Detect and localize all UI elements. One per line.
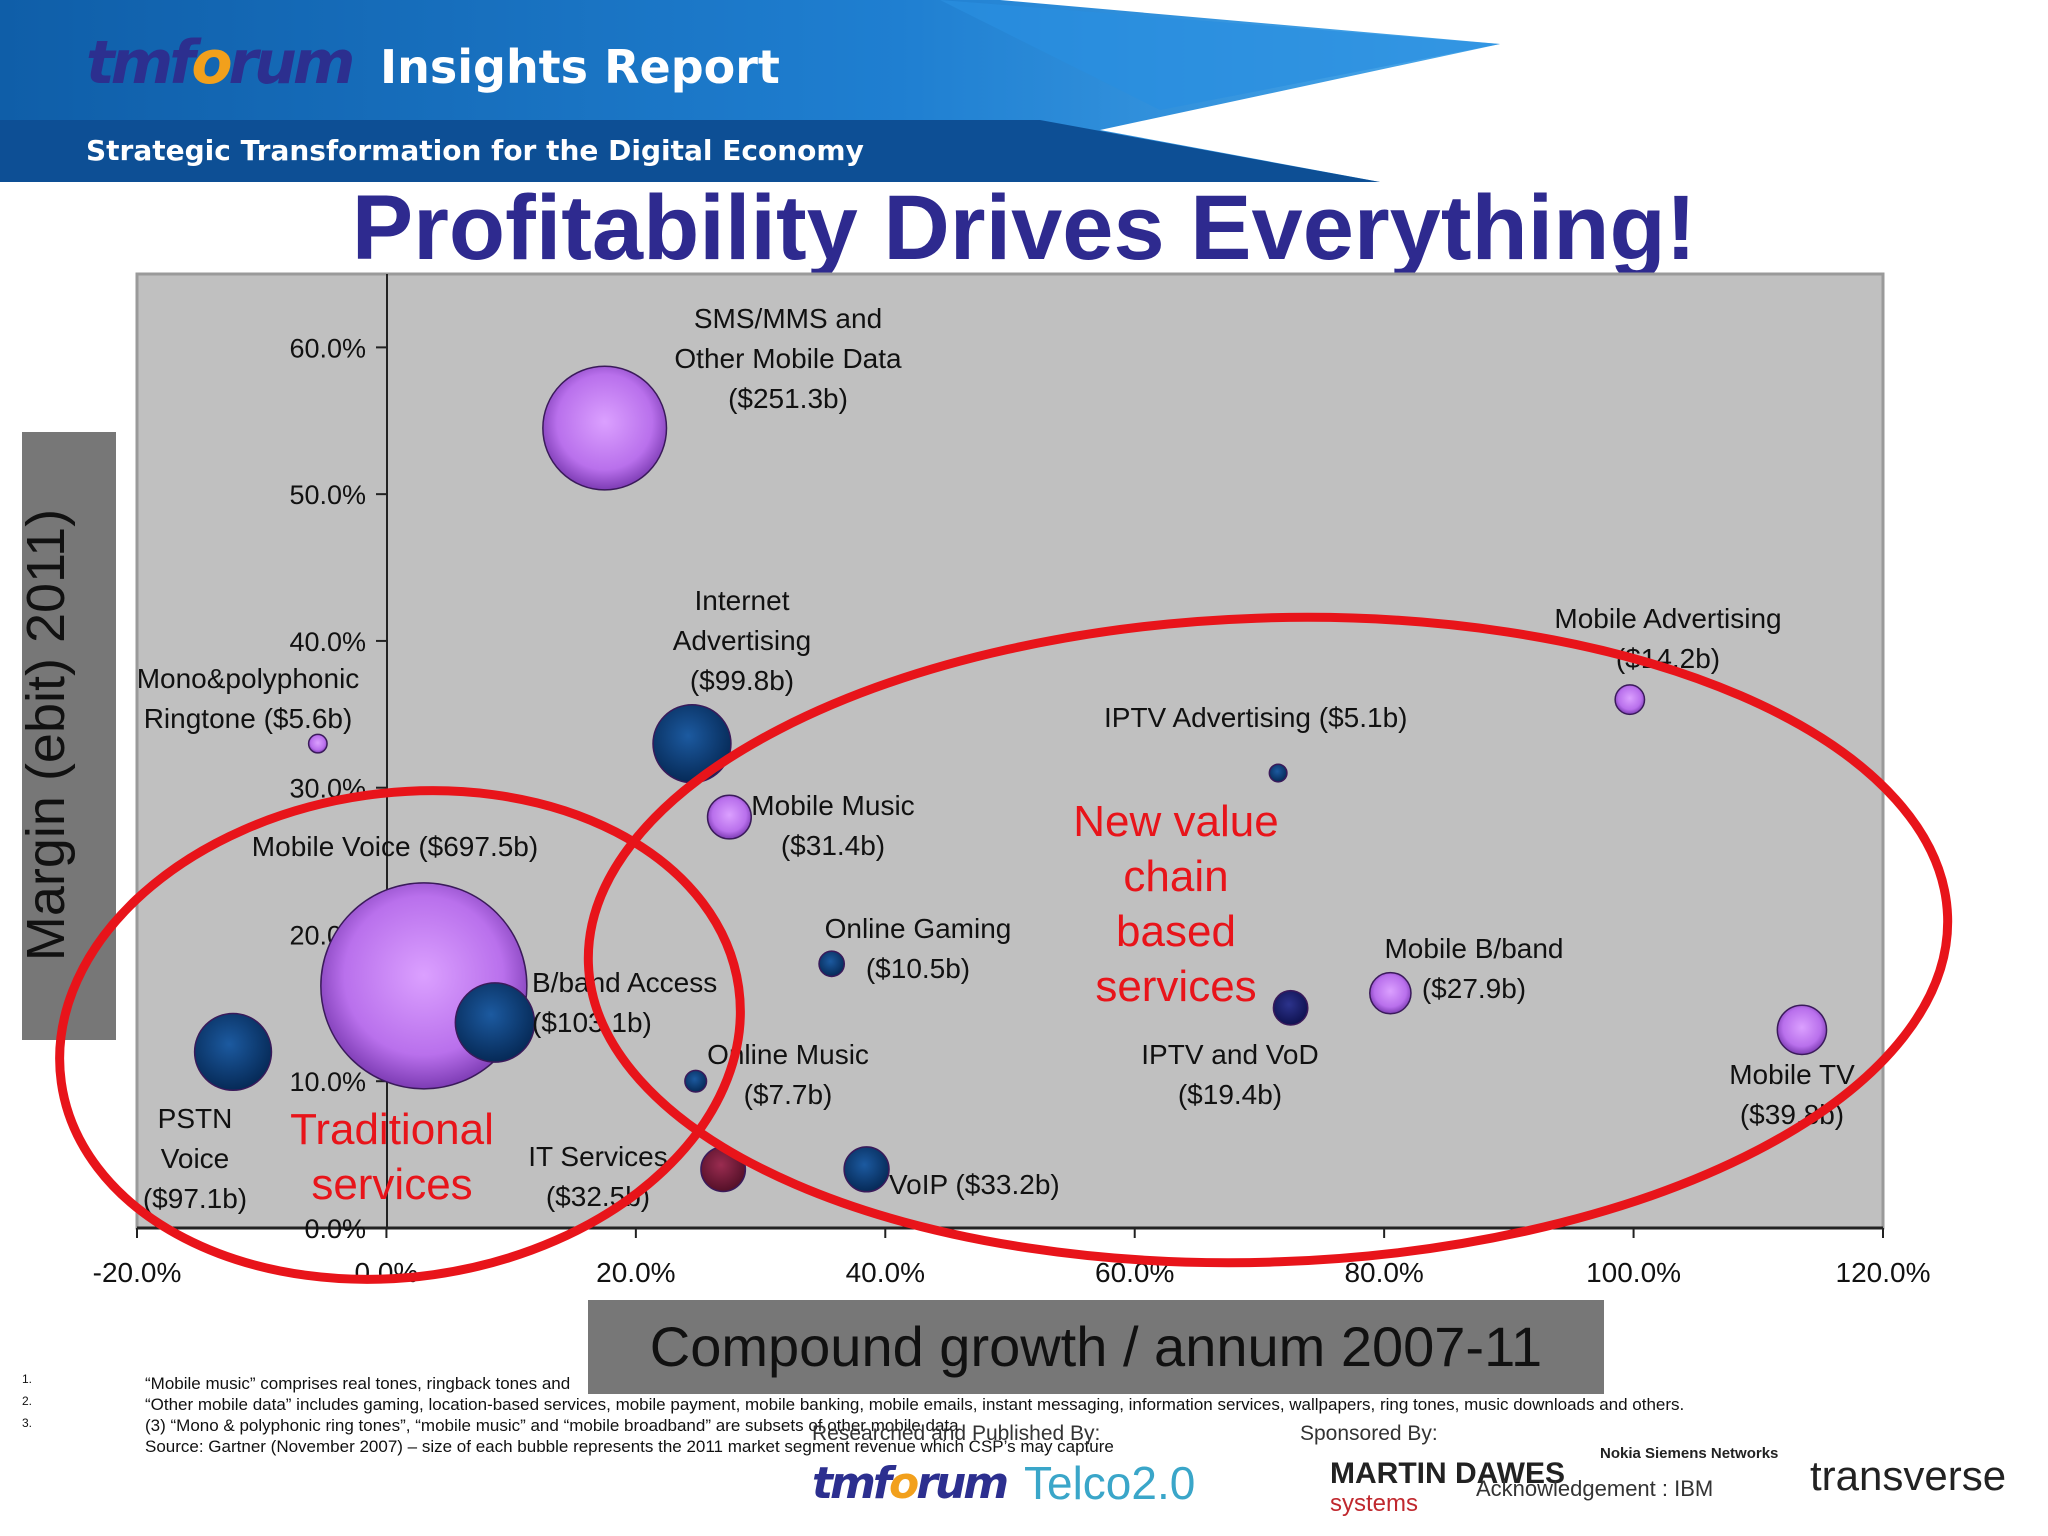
annotation-label: services bbox=[311, 1160, 472, 1209]
researched-by-label: Researched and Published By: bbox=[812, 1422, 1101, 1445]
bubble-label: ($27.9b) bbox=[1422, 973, 1526, 1004]
bubble-label: Mobile Advertising bbox=[1554, 603, 1781, 634]
bubble-label: ($31.4b) bbox=[781, 830, 885, 861]
x-axis-label: Compound growth / annum 2007-11 bbox=[588, 1300, 1604, 1394]
tmforum-footer-logo: tmforum bbox=[812, 1458, 1009, 1509]
bubble-label: Advertising bbox=[673, 625, 812, 656]
x-tick-label: 20.0% bbox=[596, 1257, 675, 1288]
bubble-mobile-tv bbox=[1776, 1004, 1828, 1056]
y-tick-label: 60.0% bbox=[289, 333, 366, 363]
x-tick-label: 40.0% bbox=[846, 1257, 925, 1288]
bubble-label: ($103.1b) bbox=[532, 1007, 652, 1038]
bubble-label: Mobile Voice ($697.5b) bbox=[252, 831, 538, 862]
bubble-label: Mobile Music bbox=[751, 790, 914, 821]
bubble-label: Other Mobile Data bbox=[674, 343, 902, 374]
bubble-mobile-b-band bbox=[1369, 971, 1412, 1015]
bubble-label: ($10.5b) bbox=[866, 953, 970, 984]
transverse-logo: transverse bbox=[1810, 1452, 2007, 1499]
bubble-label: VoIP ($33.2b) bbox=[889, 1169, 1060, 1200]
bubble-label: IPTV Advertising ($5.1b) bbox=[1104, 702, 1407, 733]
bubble-voip bbox=[843, 1146, 890, 1193]
footnote-number: 3. bbox=[22, 1416, 33, 1430]
y-tick-label: 10.0% bbox=[289, 1067, 366, 1097]
telco2-logo: Telco2.0 bbox=[1024, 1457, 1196, 1509]
x-tick-label: 120.0% bbox=[1836, 1257, 1931, 1288]
bubble-label: IPTV and VoD bbox=[1141, 1039, 1318, 1070]
annotation-label: chain bbox=[1123, 852, 1228, 901]
tagline: Strategic Transformation for the Digital… bbox=[86, 134, 864, 167]
nokia-siemens-logo: Nokia Siemens Networks bbox=[1600, 1445, 1779, 1462]
bubble-iptv-and-vod bbox=[1272, 989, 1309, 1026]
bubble-label: SMS/MMS and bbox=[694, 303, 882, 334]
bubble-online-gaming bbox=[818, 950, 846, 978]
bubble-label: ($99.8b) bbox=[690, 665, 794, 696]
bubble-label: Online Gaming bbox=[825, 913, 1012, 944]
bubble-sms-mms-and-other-mobile-data bbox=[542, 365, 668, 491]
bubble-label: Mobile B/band bbox=[1384, 933, 1563, 964]
bubble-label: ($97.1b) bbox=[143, 1183, 247, 1214]
annotation-label: New value bbox=[1073, 797, 1278, 846]
y-tick-label: 40.0% bbox=[289, 627, 366, 657]
header-banner bbox=[0, 0, 1500, 182]
report-title: Insights Report bbox=[380, 40, 780, 94]
x-tick-label: 100.0% bbox=[1586, 1257, 1681, 1288]
martin-dawes-logo: MARTIN DAWES systems bbox=[1330, 1457, 1565, 1518]
acknowledgement: Acknowledgement : IBM bbox=[1476, 1476, 1714, 1501]
footnote-line: “Other mobile data” includes gaming, loc… bbox=[145, 1395, 1685, 1414]
footnote-number: 1. bbox=[22, 1372, 33, 1386]
annotation-label: services bbox=[1095, 962, 1256, 1011]
sponsored-by-label: Sponsored By: bbox=[1300, 1422, 1438, 1445]
footnote-number: 2. bbox=[22, 1394, 33, 1408]
bubble-label: Ringtone ($5.6b) bbox=[144, 703, 353, 734]
bubble-label: PSTN bbox=[158, 1103, 233, 1134]
bubble-label: Mobile TV bbox=[1729, 1059, 1855, 1090]
bubble-label: B/band Access bbox=[532, 967, 717, 998]
bubble-label: IT Services bbox=[528, 1141, 668, 1172]
bubble-label: Internet bbox=[695, 585, 790, 616]
annotation-label: based bbox=[1116, 907, 1236, 956]
bubble-label: ($19.4b) bbox=[1178, 1079, 1282, 1110]
bubble-mobile-music bbox=[706, 794, 752, 840]
bubble-pstn-voice bbox=[193, 1012, 273, 1092]
bubble-mono-polyphonic-ringtone bbox=[307, 733, 328, 754]
footnote-line: “Mobile music” comprises real tones, rin… bbox=[145, 1374, 571, 1393]
bubble-mobile-advertising bbox=[1614, 684, 1646, 716]
bubble-iptv-advertising bbox=[1268, 763, 1288, 783]
bubble-label: ($7.7b) bbox=[744, 1079, 833, 1110]
bubble-label: Mono&polyphonic bbox=[137, 663, 360, 694]
bubble-b-band-access bbox=[454, 982, 536, 1063]
footnote-line: Source: Gartner (November 2007) – size o… bbox=[145, 1437, 1114, 1456]
x-tick-label: -20.0% bbox=[93, 1257, 182, 1288]
footnote-line: (3) “Mono & polyphonic ring tones”, “mob… bbox=[145, 1416, 959, 1435]
y-tick-label: 50.0% bbox=[289, 480, 366, 510]
traditional-oval bbox=[55, 786, 745, 1284]
bubble-online-music bbox=[684, 1069, 708, 1093]
annotation-label: Traditional bbox=[290, 1105, 494, 1154]
bubble-internet-advertising bbox=[652, 703, 732, 784]
x-tick-label: 80.0% bbox=[1344, 1257, 1423, 1288]
tmforum-logo: tmforum bbox=[86, 28, 355, 98]
new-value-oval bbox=[583, 612, 1953, 1268]
bubble-label: ($251.3b) bbox=[728, 383, 848, 414]
bubble-label: Voice bbox=[161, 1143, 230, 1174]
page-title: Profitability Drives Everything! bbox=[351, 177, 1697, 279]
y-tick-label: 0.0% bbox=[304, 1214, 366, 1244]
